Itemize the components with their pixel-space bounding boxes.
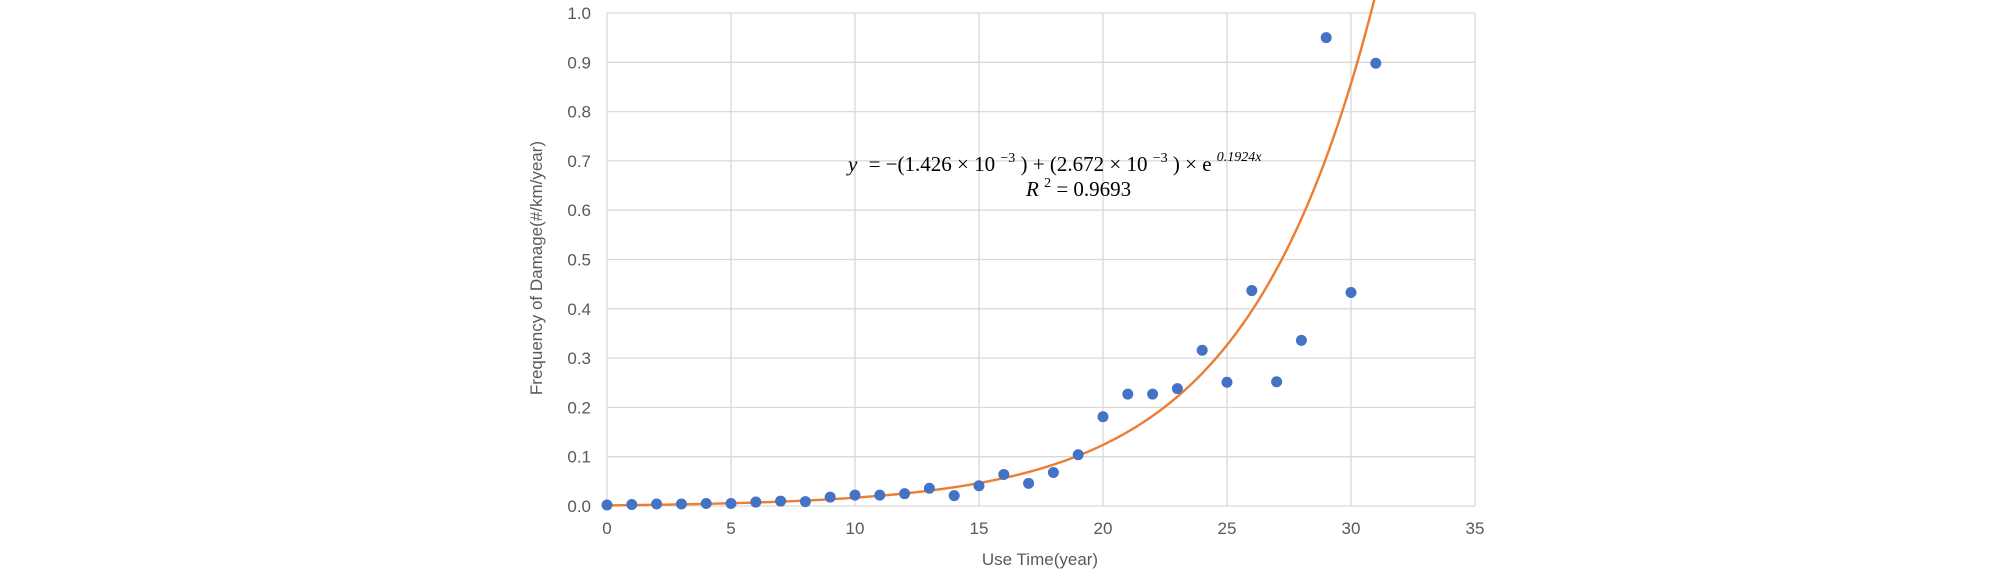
- x-tick-label: 0: [602, 519, 611, 538]
- x-tick-label: 35: [1466, 519, 1485, 538]
- trendline-equation: y = −(1.426 × 10 −3 ) + (2.672 × 10 −3 )…: [846, 143, 1262, 201]
- data-point: [750, 496, 762, 508]
- data-points: [601, 32, 1382, 511]
- x-axis-title: Use Time(year): [982, 550, 1098, 569]
- data-point: [601, 499, 613, 511]
- x-tick-label: 25: [1218, 519, 1237, 538]
- y-tick-label: 0.7: [567, 152, 591, 171]
- data-point: [973, 480, 985, 492]
- data-point: [1271, 376, 1283, 388]
- y-tick-label: 0.5: [567, 251, 591, 270]
- r-squared-text: R 2 = 0.9693: [1025, 168, 1131, 201]
- y-axis-title: Frequency of Damage(#/km/year): [527, 141, 546, 395]
- data-point: [1196, 344, 1208, 356]
- data-point: [1345, 287, 1357, 299]
- data-point: [824, 491, 836, 503]
- y-tick-label: 0.6: [567, 201, 591, 220]
- data-point: [799, 496, 811, 508]
- y-tick-label: 1.0: [567, 4, 591, 23]
- data-point: [775, 495, 787, 507]
- y-tick-label: 0.9: [567, 53, 591, 72]
- y-tick-label: 0.1: [567, 448, 591, 467]
- data-point: [998, 468, 1010, 480]
- y-tick-label: 0.4: [567, 300, 591, 319]
- data-point: [1370, 57, 1382, 69]
- data-point: [923, 482, 935, 494]
- y-tick-label: 0.8: [567, 103, 591, 122]
- data-point: [948, 490, 960, 502]
- data-point: [626, 499, 638, 511]
- data-point: [1295, 334, 1307, 346]
- y-tick-label: 0.3: [567, 349, 591, 368]
- data-point: [1072, 449, 1084, 461]
- x-tick-label: 20: [1094, 519, 1113, 538]
- x-tick-label: 5: [726, 519, 735, 538]
- data-point: [899, 488, 911, 500]
- y-tick-labels: 0.0 0.1 0.2 0.3 0.4 0.5 0.6 0.7 0.8 0.9 1.0: [567, 4, 591, 516]
- data-point: [1122, 388, 1134, 400]
- equation-text: y = −(1.426 × 10 −3 ) + (2.672 × 10 −3 )…: [846, 143, 1262, 176]
- x-tick-label: 10: [846, 519, 865, 538]
- x-tick-labels: 0 5 10 15 20 25 30 35: [602, 519, 1484, 538]
- data-point: [651, 498, 663, 510]
- data-point: [1023, 477, 1035, 489]
- y-tick-label: 0.2: [567, 398, 591, 417]
- x-tick-label: 30: [1342, 519, 1361, 538]
- data-point: [725, 498, 737, 510]
- x-tick-label: 15: [970, 519, 989, 538]
- data-point: [874, 489, 886, 501]
- data-point: [1320, 32, 1332, 44]
- trendline: [606, 0, 1376, 507]
- data-point: [1047, 466, 1059, 478]
- data-point: [849, 489, 861, 501]
- data-point: [1097, 411, 1109, 423]
- data-point: [1171, 383, 1183, 395]
- data-point: [700, 498, 712, 510]
- y-tick-label: 0.0: [567, 497, 591, 516]
- data-point: [1147, 388, 1159, 400]
- data-point: [675, 498, 687, 510]
- data-point: [1221, 376, 1233, 388]
- data-point: [1246, 285, 1258, 297]
- gridlines: [606, 12, 1476, 507]
